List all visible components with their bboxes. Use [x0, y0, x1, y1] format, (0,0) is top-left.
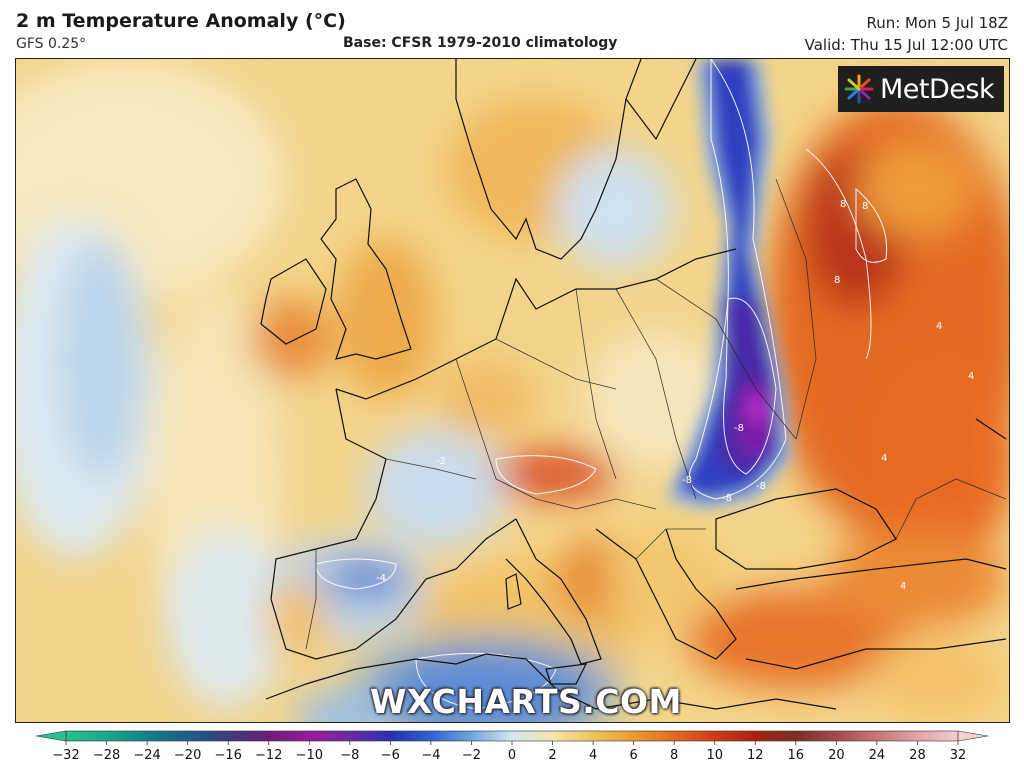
- colorbar-tick-label: −16: [214, 748, 242, 763]
- contour-value-labels: -8 -8 -8 -8 8 8 8 4 4 4 -4 4 -2: [376, 199, 974, 592]
- colorbar-tick-label: 28: [909, 748, 926, 763]
- colorbar-tick-label: −12: [255, 748, 283, 763]
- chart-title: 2 m Temperature Anomaly (°C): [16, 10, 346, 32]
- contour-label: -8: [734, 423, 744, 434]
- colorbar-tick-label: 2: [548, 748, 557, 763]
- colorbar-min-arrow: [35, 730, 67, 742]
- colorbar-max-arrow: [957, 730, 989, 742]
- contour-lines: [315, 59, 888, 710]
- valid-time-label: Valid: Thu 15 Jul 12:00 UTC: [804, 36, 1008, 54]
- metdesk-starburst-icon: [844, 74, 874, 104]
- colorbar-gradient: [65, 730, 959, 742]
- run-time-label: Run: Mon 5 Jul 18Z: [866, 14, 1008, 32]
- colorbar-tick-label: −10: [295, 748, 323, 763]
- anomaly-map: -8 -8 -8 -8 8 8 8 4 4 4 -4 4 -2: [15, 58, 1010, 723]
- contour-label: 4: [881, 453, 887, 464]
- contour-label: 4: [968, 371, 974, 382]
- colorbar-tick-labels: −32 −28 −24 −20 −16 −12 −10 −8 −6 −4 −2 0 2 4 6 8 10 12 16…: [30, 748, 994, 770]
- colorbar-tick-label: −2: [461, 748, 482, 763]
- colorbar-tick-label: −8: [340, 748, 360, 763]
- contour-label: -8: [682, 475, 692, 486]
- contour-label: 4: [936, 321, 942, 332]
- metdesk-logo-text: MetDesk: [880, 73, 995, 105]
- colorbar-tick-label: −20: [173, 748, 202, 763]
- colorbar-tick-label: 16: [787, 748, 805, 763]
- colorbar-legend: −32 −28 −24 −20 −16 −12 −10 −8 −6 −4 −2 0 2 4 6 8 10 12 16…: [30, 728, 994, 776]
- contour-label: 8: [862, 201, 868, 212]
- metdesk-logo: MetDesk: [838, 66, 1004, 112]
- colorbar-tick-label: 10: [706, 748, 723, 763]
- coastlines: [260, 59, 1007, 710]
- model-label: GFS 0.25°: [16, 36, 87, 52]
- contour-label: 8: [840, 199, 846, 210]
- colorbar-tick-label: −6: [380, 748, 400, 763]
- country-borders: [305, 178, 1007, 650]
- colorbar-tick-label: 0: [507, 748, 517, 763]
- colorbar-tick-label: 4: [588, 748, 598, 763]
- anomaly-field: [16, 59, 1009, 722]
- contour-label: -4: [376, 573, 386, 584]
- contour-label: -2: [436, 456, 446, 467]
- colorbar-tick-label: 8: [670, 748, 679, 763]
- contour-label: 8: [834, 275, 840, 286]
- wxcharts-watermark: WXCHARTS.COM: [370, 682, 682, 721]
- map-canvas: -8 -8 -8 -8 8 8 8 4 4 4 -4 4 -2: [16, 59, 1009, 722]
- colorbar-tick-label: 20: [828, 748, 845, 763]
- colorbar-scale: [35, 730, 989, 745]
- colorbar-tick-label: 32: [949, 748, 967, 763]
- colorbar-tick-label: 24: [868, 748, 886, 763]
- contour-label: 4: [900, 581, 906, 592]
- colorbar-tick-label: −4: [421, 748, 441, 763]
- contour-label: -8: [756, 481, 766, 492]
- colorbar-tick-label: 6: [629, 748, 638, 763]
- contour-label: -8: [722, 493, 732, 504]
- colorbar-tick-label: −24: [133, 748, 161, 763]
- climatology-base-label: Base: CFSR 1979-2010 climatology: [343, 35, 618, 51]
- colorbar-tick-label: −32: [52, 748, 80, 763]
- colorbar-tick-label: 12: [746, 748, 764, 763]
- colorbar-tick-label: −28: [92, 748, 121, 763]
